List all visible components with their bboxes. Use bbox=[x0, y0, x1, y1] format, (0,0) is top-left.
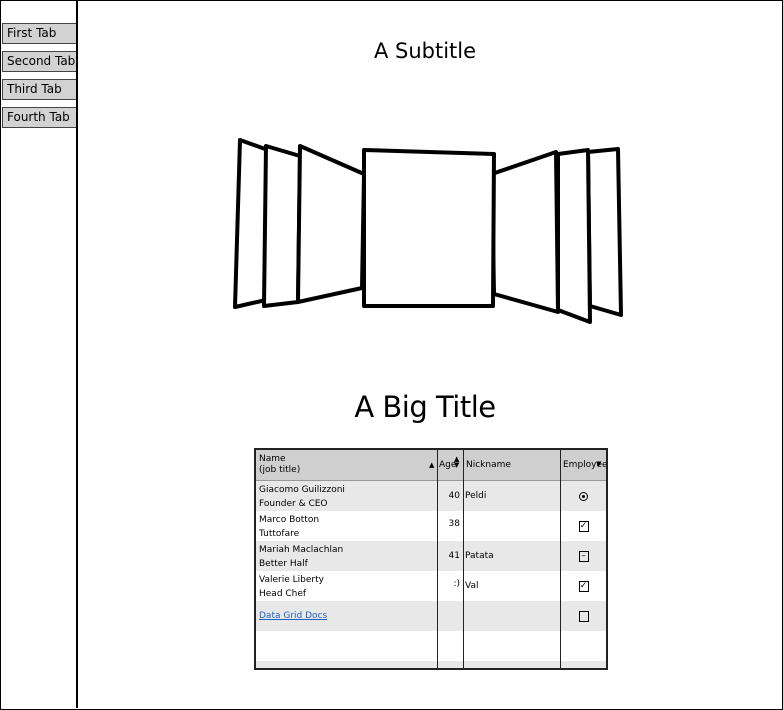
cell-nickname: Patata bbox=[465, 551, 494, 561]
cover-right-2 bbox=[556, 148, 592, 324]
cell-name: Mariah Maclachlan bbox=[259, 545, 344, 555]
checkbox-indeterminate-icon[interactable]: – bbox=[578, 550, 589, 562]
cell-employee[interactable] bbox=[561, 481, 606, 511]
cell-employee[interactable]: – bbox=[561, 541, 606, 571]
tab-first[interactable]: First Tab bbox=[2, 23, 76, 44]
table-row bbox=[256, 661, 606, 668]
column-divider[interactable] bbox=[437, 450, 438, 668]
cell-age: 38 bbox=[448, 519, 460, 529]
table-row[interactable]: Data Grid Docs bbox=[256, 601, 606, 631]
cell-age: 40 bbox=[448, 491, 460, 501]
column-header-employee[interactable]: Employee bbox=[563, 460, 608, 470]
cover-center bbox=[362, 148, 496, 308]
cell-nickname: Val bbox=[465, 581, 479, 591]
tab-second[interactable]: Second Tab bbox=[2, 51, 76, 72]
tab-fourth[interactable]: Fourth Tab bbox=[2, 107, 76, 128]
cell-employee[interactable] bbox=[561, 601, 606, 631]
tab-third[interactable]: Third Tab bbox=[2, 79, 76, 100]
cell-job-title: Tuttofare bbox=[259, 529, 300, 539]
cover-right-3 bbox=[586, 147, 623, 317]
cell-nickname bbox=[465, 511, 555, 541]
column-header-age[interactable]: Age bbox=[439, 460, 457, 470]
column-divider[interactable] bbox=[560, 450, 561, 668]
cell-employee[interactable]: ✓ bbox=[561, 511, 606, 541]
cell-name: Marco Botton bbox=[259, 515, 320, 525]
cell-employee[interactable]: ✓ bbox=[561, 571, 606, 601]
cover-left-2 bbox=[262, 144, 302, 308]
cell-age: :) bbox=[453, 579, 460, 589]
checkbox-checked-icon[interactable]: ✓ bbox=[578, 580, 589, 592]
cell-job-title: Head Chef bbox=[259, 589, 307, 599]
sidebar: First Tab Second Tab Third Tab Fourth Ta… bbox=[1, 1, 78, 708]
grid-header: Name (job title) ▲ Age ▲ ▼ Nickname Emplo… bbox=[256, 450, 608, 481]
cell-age: 41 bbox=[448, 551, 460, 561]
page-subtitle: A Subtitle bbox=[373, 39, 477, 63]
cover-right-1 bbox=[490, 150, 560, 314]
cell-job-title: Better Half bbox=[259, 559, 308, 569]
radio-selected-icon[interactable] bbox=[579, 491, 588, 501]
cell-name: Giacomo Guilizzoni bbox=[259, 485, 345, 495]
cover-left-1 bbox=[296, 144, 366, 304]
table-row[interactable]: Marco Botton Tuttofare 38 ✓ bbox=[256, 511, 606, 541]
table-row[interactable] bbox=[256, 631, 606, 661]
column-header-nickname[interactable]: Nickname bbox=[466, 460, 511, 470]
data-grid-docs-link[interactable]: Data Grid Docs bbox=[259, 611, 328, 621]
cover-flow[interactable] bbox=[228, 132, 628, 327]
sort-desc-icon[interactable]: ▼ bbox=[596, 460, 602, 468]
column-header-name[interactable]: Name (job title) bbox=[259, 454, 301, 475]
table-row[interactable]: Mariah Maclachlan Better Half 41 Patata … bbox=[256, 541, 606, 571]
column-divider[interactable] bbox=[463, 450, 464, 668]
table-row[interactable]: Giacomo Guilizzoni Founder & CEO 40 Peld… bbox=[256, 481, 606, 511]
cell-nickname: Peldi bbox=[465, 491, 487, 501]
data-grid[interactable]: Name (job title) ▲ Age ▲ ▼ Nickname Emplo… bbox=[254, 448, 608, 670]
sort-asc-icon[interactable]: ▲ bbox=[429, 461, 435, 469]
page-title: A Big Title bbox=[354, 390, 496, 424]
checkbox-checked-icon[interactable]: ✓ bbox=[578, 520, 589, 532]
cell-name: Valerie Liberty bbox=[259, 575, 324, 585]
cell-job-title: Founder & CEO bbox=[259, 499, 328, 509]
table-row[interactable]: Valerie Liberty Head Chef :) Val ✓ bbox=[256, 571, 606, 601]
sort-both-icon[interactable]: ▲ ▼ bbox=[454, 455, 460, 469]
checkbox-unchecked-icon[interactable] bbox=[578, 610, 589, 622]
